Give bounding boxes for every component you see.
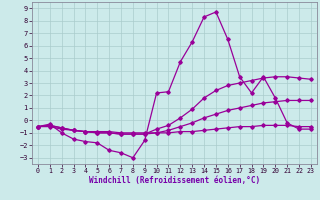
X-axis label: Windchill (Refroidissement éolien,°C): Windchill (Refroidissement éolien,°C)	[89, 176, 260, 185]
